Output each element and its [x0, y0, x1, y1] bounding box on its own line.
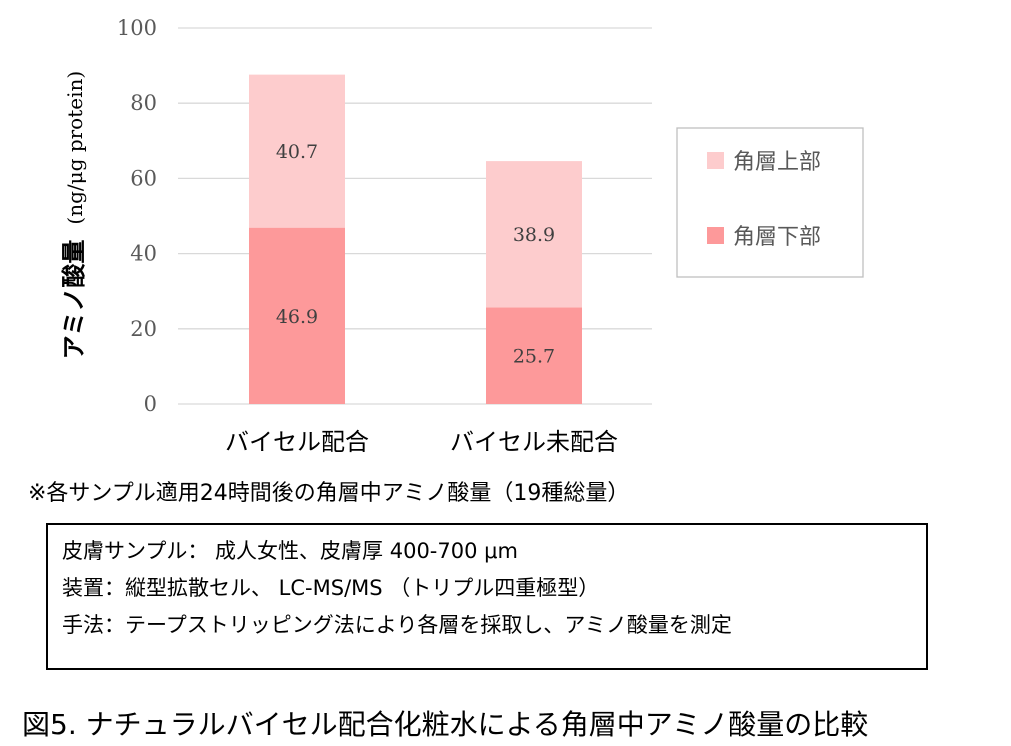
y-tick-label-40: 40 — [130, 242, 157, 266]
bars — [249, 74, 582, 404]
data-label-1-2: 40.7 — [276, 141, 318, 163]
y-tick-labels: 0 20 40 60 80 100 — [117, 16, 157, 416]
y-axis-label-unit: (ng/μg protein) — [63, 71, 87, 225]
svg-text:アミノ酸量 (ng/μg protein): アミノ酸量 (ng/μg protein) — [60, 71, 88, 359]
y-axis-label-main: アミノ酸量 — [60, 240, 88, 360]
legend-label-2: 角層下部 — [733, 225, 821, 250]
y-tick-label-60: 60 — [130, 166, 157, 190]
y-tick-label-20: 20 — [130, 317, 157, 341]
data-label-2-1: 25.7 — [513, 346, 555, 368]
info-line-sample: 皮膚サンプル： 成人女性、皮膚厚 400-700 μm — [62, 539, 518, 563]
y-tick-label-80: 80 — [130, 91, 157, 115]
x-category-labels: バイセル配合 バイセル未配合 — [225, 428, 618, 456]
legend-label-1: 角層上部 — [733, 150, 821, 175]
data-labels: 46.9 40.7 25.7 38.9 — [276, 141, 555, 368]
legend-swatch-1 — [707, 152, 724, 169]
bar-2-segment-1 — [486, 307, 582, 404]
y-tick-label-100: 100 — [117, 16, 157, 40]
y-axis-label: アミノ酸量 (ng/μg protein) — [60, 71, 88, 359]
measurement-note: ※各サンプル適用24時間後の角層中アミノ酸量（19種総量） — [28, 481, 630, 506]
y-tick-label-0: 0 — [144, 392, 157, 416]
bar-1-segment-2 — [249, 74, 345, 228]
bar-2-segment-2 — [486, 161, 582, 308]
data-label-1-1: 46.9 — [276, 306, 318, 328]
info-line-device: 装置：縦型拡散セル、 LC-MS/MS （トリプル四重極型） — [62, 576, 600, 600]
legend-swatch-2 — [707, 227, 724, 244]
x-category-label-1: バイセル配合 — [225, 428, 369, 456]
data-label-2-2: 38.9 — [513, 224, 555, 246]
figure-caption: 図5. ナチュラルバイセル配合化粧水による角層中アミノ酸量の比較 — [22, 708, 869, 741]
x-category-label-2: バイセル未配合 — [450, 428, 618, 456]
info-line-method: 手法：テープストリッピング法により各層を採取し、アミノ酸量を測定 — [62, 613, 732, 637]
method-info-box: 皮膚サンプル： 成人女性、皮膚厚 400-700 μm 装置：縦型拡散セル、 L… — [46, 523, 928, 670]
bar-1-segment-1 — [249, 227, 345, 404]
